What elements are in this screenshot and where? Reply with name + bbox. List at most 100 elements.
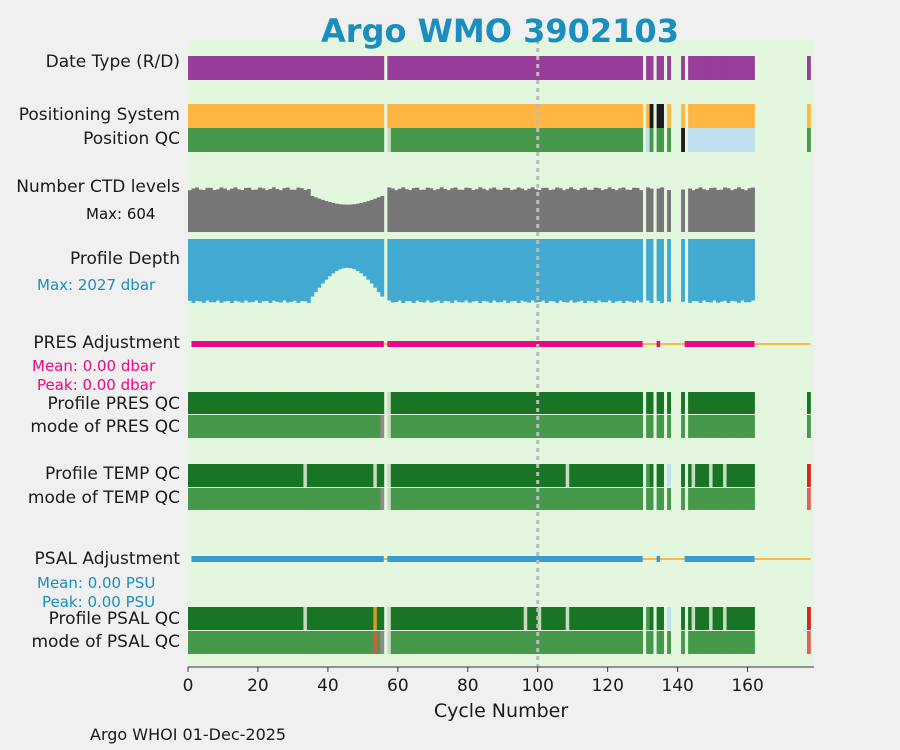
profile-depth-bar [310,239,315,297]
profile-temp-qc-bar-cycle [534,464,539,487]
profile-psal-qc-bar-cycle [310,607,315,630]
mode-psal-qc-bar-cycle [716,631,720,654]
positioning-system-bar-cycle [597,104,602,128]
profile-temp-qc-bar-cycle [432,464,437,487]
position-qc-bar-cycle [688,128,692,152]
date-type-bar-cycle [292,56,297,80]
mode-psal-qc-bar-cycle [215,631,220,654]
mode-pres-qc-bar-cycle [467,415,472,438]
ctd-level-bar [296,187,301,232]
ctd-level-bar [453,187,458,232]
profile-pres-qc-bar-cycle [544,392,549,414]
profile-depth-bar [278,239,283,303]
positioning-system-bar-cycle [432,104,437,128]
profile-psal-qc-bar-cycle [250,607,255,630]
profile-temp-qc-bar-cycle [723,464,727,487]
x-tick-label: 60 [387,676,409,696]
profile-temp-qc-bar-cycle [394,464,399,487]
mode-temp-qc-bar-cycle [208,488,213,510]
psal-adjustment-segment [191,556,384,562]
profile-pres-qc-bar-cycle [551,392,556,414]
ctd-level-bar [418,189,423,232]
position-qc-bar-cycle [205,128,210,152]
mode-psal-qc-bar-cycle [614,631,619,654]
profile-depth-bar [681,239,685,302]
date-type-bar-cycle [313,56,318,80]
profile-depth-bar [436,239,441,301]
ctd-level-bar [527,188,532,232]
positioning-system-bar-cycle [695,104,699,128]
mode-psal-qc-bar-cycle [271,631,276,654]
mode-psal-qc-bar-cycle [317,631,322,654]
mode-temp-qc-bar-cycle [691,488,696,510]
profile-temp-qc-bar-cycle [471,464,476,487]
positioning-system-bar-cycle [285,104,290,128]
positioning-system-bar-cycle [313,104,318,128]
mode-psal-qc-bar-cycle [474,631,479,654]
ctd-level-bar [208,187,213,232]
mode-pres-qc-bar-cycle [621,415,626,438]
profile-pres-qc-bar-cycle [415,392,420,414]
mode-pres-qc-bar-cycle [233,415,238,438]
profile-depth-bar [474,239,479,301]
profile-temp-qc-bar-cycle [359,464,364,487]
mode-pres-qc-bar-cycle [523,415,528,438]
label-positioning-system: Positioning System [18,105,180,125]
profile-depth-bar [579,239,584,301]
positioning-system-bar-cycle [292,104,297,128]
mode-temp-qc-bar-cycle [243,488,248,510]
date-type-bar-cycle [460,56,465,80]
position-qc-bar-cycle [390,128,395,152]
mode-temp-qc-bar-cycle [310,488,315,510]
profile-temp-qc-bar-cycle [460,464,465,487]
mode-pres-qc-bar-cycle [194,415,199,438]
ctd-level-bar [586,189,591,232]
position-qc-bar-cycle [254,128,259,152]
position-qc-bar-cycle [632,128,636,152]
profile-temp-qc-bar-cycle [579,464,584,487]
profile-pres-qc-bar-cycle [572,392,577,414]
mode-temp-qc-bar-cycle [562,488,567,510]
profile-pres-qc-bar-cycle [537,392,542,414]
label-pres-adjustment: PRES Adjustment [33,333,180,353]
mode-pres-qc-bar-cycle [520,415,525,438]
mode-temp-qc-bar-cycle [502,488,507,510]
profile-pres-qc-bar-cycle [188,392,192,414]
profile-psal-qc-bar-cycle [394,607,399,630]
profile-depth-bar [548,239,553,302]
mode-pres-qc-bar-cycle [415,415,420,438]
profile-psal-qc-bar-cycle [586,607,591,630]
mode-pres-qc-bar-cycle [747,415,752,438]
profile-temp-qc-bar-cycle [565,464,570,487]
profile-pres-qc-bar-cycle [219,392,224,414]
profile-depth-bar [215,239,220,301]
positioning-system-bar-cycle [471,104,476,128]
profile-temp-qc-bar-cycle [467,464,472,487]
profile-temp-qc-bar-cycle [807,464,811,487]
date-type-bar-cycle [215,56,220,80]
mode-psal-qc-bar-cycle [261,631,266,654]
ctd-level-bar [530,187,535,232]
profile-temp-qc-bar-cycle [194,464,199,487]
profile-pres-qc-bar-cycle [618,392,623,414]
mode-pres-qc-bar-cycle [345,415,350,438]
ctd-level-bar [457,189,462,232]
date-type-bar-cycle [205,56,210,80]
ctd-level-bar [621,187,626,232]
profile-depth-bar [649,239,654,303]
mode-temp-qc-bar-cycle [446,488,451,510]
ctd-level-bar [604,189,609,232]
mode-psal-qc-bar-cycle [408,631,413,654]
mode-pres-qc-bar-cycle [404,415,409,438]
profile-temp-qc-bar-cycle [541,464,546,487]
profile-psal-qc-bar-cycle [418,607,423,630]
position-qc-bar-cycle [747,128,752,152]
profile-pres-qc-bar-cycle [310,392,315,414]
profile-depth-bar [254,239,259,301]
profile-depth-bar [429,239,434,303]
position-qc-bar-cycle [436,128,441,152]
profile-depth-bar [208,239,213,303]
position-qc-bar-cycle [219,128,224,152]
mode-psal-qc-bar-cycle [478,631,483,654]
date-type-bar-cycle [310,56,315,80]
